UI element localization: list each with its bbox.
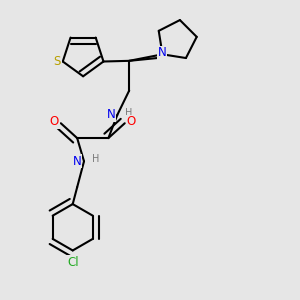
Text: N: N bbox=[73, 155, 82, 168]
Text: H: H bbox=[125, 108, 132, 118]
Text: N: N bbox=[106, 108, 115, 122]
Text: O: O bbox=[127, 115, 136, 128]
Text: Cl: Cl bbox=[67, 256, 79, 269]
Text: S: S bbox=[54, 55, 61, 68]
Text: H: H bbox=[92, 154, 99, 164]
Text: O: O bbox=[50, 115, 59, 128]
Text: N: N bbox=[158, 46, 167, 59]
